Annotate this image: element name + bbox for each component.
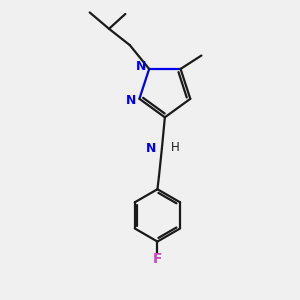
Text: N: N (146, 142, 157, 155)
Text: F: F (153, 252, 162, 266)
Text: N: N (136, 60, 146, 73)
Text: N: N (126, 94, 136, 107)
Text: H: H (171, 140, 180, 154)
